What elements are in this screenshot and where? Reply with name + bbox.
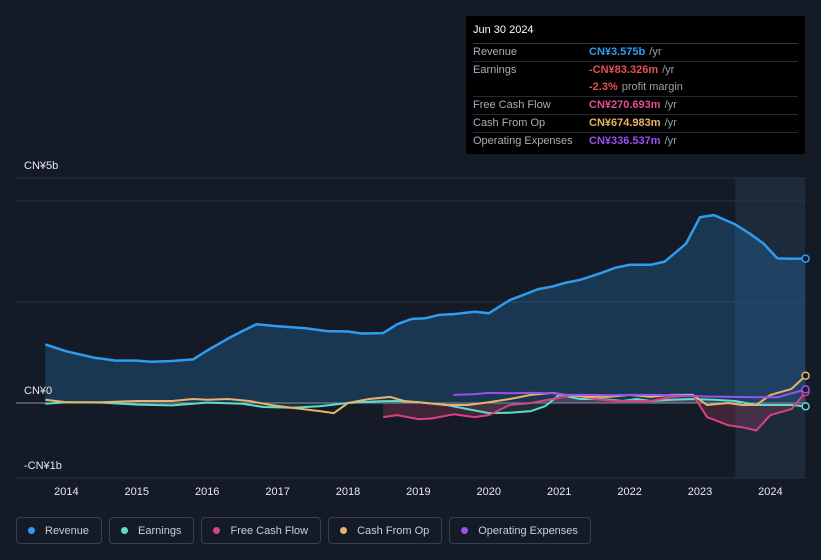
legend-label: Free Cash Flow <box>230 524 309 537</box>
legend-label: Revenue <box>45 524 90 537</box>
x-tick-label: 2024 <box>758 486 782 498</box>
series-endpoint-earnings <box>801 402 810 411</box>
x-tick-label: 2021 <box>547 486 571 498</box>
tooltip-row-profit-margin: -2.3% profit margin <box>473 79 798 97</box>
series-endpoint-revenue <box>801 254 810 263</box>
legend-item-free-cash-flow[interactable]: Free Cash Flow <box>201 517 322 544</box>
x-tick-label: 2017 <box>265 486 289 498</box>
series-line-revenue <box>44 213 806 364</box>
x-tick-label: 2018 <box>336 486 360 498</box>
tooltip-value: CN¥270.693m <box>589 99 661 111</box>
tooltip-unit: profit margin <box>621 81 683 93</box>
x-tick-label: 2015 <box>125 486 149 498</box>
chart-legend: Revenue Earnings Free Cash Flow Cash Fro… <box>16 517 598 544</box>
legend-label: Cash From Op <box>357 524 430 537</box>
legend-item-revenue[interactable]: Revenue <box>16 517 103 544</box>
tooltip-unit: /yr <box>664 135 677 147</box>
legend-item-operating-expenses[interactable]: Operating Expenses <box>449 517 591 544</box>
legend-item-cash-from-op[interactable]: Cash From Op <box>328 517 443 544</box>
legend-label: Earnings <box>138 524 182 537</box>
y-axis-zero-label: CN¥0 <box>24 385 53 397</box>
earnings-dot-icon <box>121 527 129 534</box>
legend-label: Operating Expenses <box>478 524 578 537</box>
x-tick-label: 2022 <box>617 486 641 498</box>
tooltip-row-free-cash-flow: Free Cash Flow CN¥270.693m /yr <box>473 97 798 115</box>
series-line-operating-expenses <box>453 388 806 399</box>
tooltip-unit: /yr <box>664 99 677 111</box>
tooltip-label: Revenue <box>473 46 518 58</box>
tooltip-panel: Jun 30 2024 Revenue CN¥3.575b /yr Earnin… <box>466 16 805 154</box>
tooltip-row-revenue: Revenue CN¥3.575b /yr <box>473 44 798 62</box>
tooltip-row-earnings: Earnings -CN¥83.326m /yr <box>473 62 798 79</box>
tooltip-label: Cash From Op <box>473 117 546 129</box>
x-tick-label: 2020 <box>477 486 501 498</box>
tooltip-value: -CN¥83.326m <box>589 64 659 76</box>
x-tick-label: 2019 <box>406 486 430 498</box>
area-revenue <box>45 215 806 403</box>
tooltip-row-cash-from-op: Cash From Op CN¥674.983m /yr <box>473 115 798 133</box>
cash-from-op-dot-icon <box>340 527 348 534</box>
tooltip-unit: /yr <box>662 64 675 76</box>
tooltip-value: CN¥674.983m <box>589 117 661 129</box>
x-tick-label: 2014 <box>54 486 78 498</box>
y-axis-top-label: CN¥5b <box>24 160 59 172</box>
series-line-cash-from-op <box>45 374 807 415</box>
tooltip-unit: /yr <box>649 46 662 58</box>
tooltip-label: Free Cash Flow <box>473 99 551 111</box>
revenue-dot-icon <box>28 527 35 534</box>
series-line-free-cash-flow <box>383 391 807 432</box>
free-cash-flow-dot-icon <box>213 527 221 534</box>
series-endpoint-cash-from-op <box>801 371 810 380</box>
x-tick-label: 2023 <box>688 486 712 498</box>
operating-expenses-dot-icon <box>461 527 469 534</box>
tooltip-unit: /yr <box>664 117 677 129</box>
tooltip-label <box>473 79 589 96</box>
tooltip-row-operating-expenses: Operating Expenses CN¥336.537m /yr <box>473 133 798 150</box>
x-tick-label: 2016 <box>195 486 219 498</box>
tooltip-label: Operating Expenses <box>473 135 573 147</box>
legend-item-earnings[interactable]: Earnings <box>109 517 195 544</box>
tooltip-label: Earnings <box>473 64 517 76</box>
series-line-earnings <box>45 393 806 415</box>
tooltip-value: CN¥3.575b <box>589 46 646 58</box>
tooltip-date: Jun 30 2024 <box>473 16 798 44</box>
tooltip-value: CN¥336.537m <box>589 135 661 147</box>
tooltip-value: -2.3% <box>589 81 618 93</box>
series-endpoint-operating-expenses <box>801 385 810 394</box>
y-axis-bottom-label: -CN¥1b <box>24 460 62 472</box>
